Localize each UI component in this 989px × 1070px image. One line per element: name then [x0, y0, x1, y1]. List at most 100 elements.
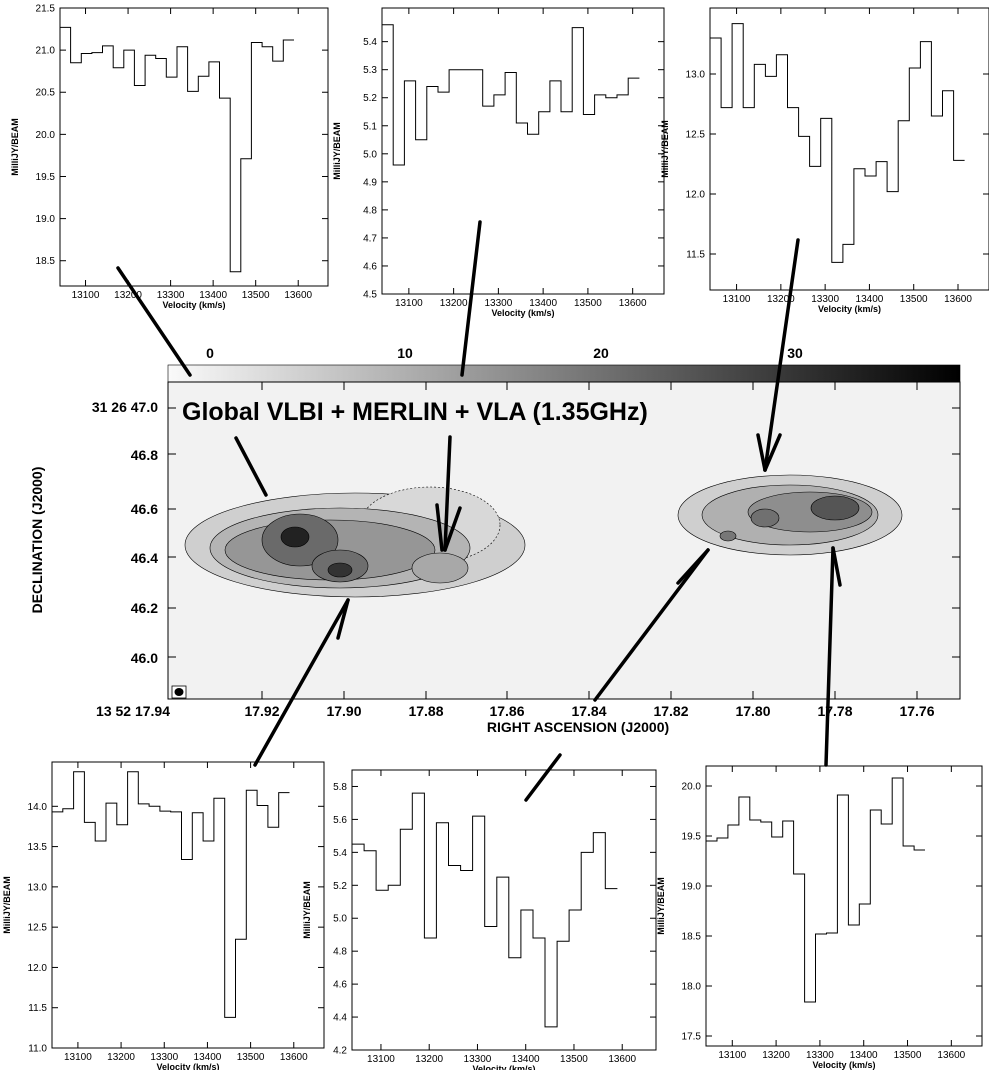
map-x-ticks: 13 52 17.94 17.92 17.90 17.88 17.86 17.8… [96, 382, 935, 719]
spectrum-xlabel: Velocity (km/s) [818, 304, 881, 314]
xtick-label: 13400 [856, 294, 884, 305]
spectrum-xlabel: Velocity (km/s) [812, 1060, 875, 1070]
xtick-label: 13500 [237, 1052, 265, 1063]
ytick-label: 5.2 [333, 881, 347, 892]
ytick-label: 5.0 [363, 149, 377, 160]
xtick-label: 13400 [199, 290, 227, 301]
spectrum-xlabel: Velocity (km/s) [472, 1064, 535, 1070]
pointer-line [336, 598, 350, 640]
pointer-line [593, 548, 710, 702]
xtick-label: 13100 [395, 298, 423, 309]
ytick-label: 19.5 [36, 172, 56, 183]
ytick-label: 11.5 [28, 1003, 47, 1014]
colorbar-tick: 10 [397, 345, 413, 361]
panel-frame [709, 7, 989, 291]
xtick-label: 13200 [767, 294, 795, 305]
xtick-label: 13500 [894, 1050, 922, 1061]
colorbar-tick: 0 [206, 345, 214, 361]
ytick-label: 5.1 [363, 121, 377, 132]
spectra-panels: 18.5 19.0 19.5 20.0 20.5 21.0 21.5 13100 13200 13… [2, 4, 989, 1070]
colorbar: 0 10 20 30 [167, 345, 961, 383]
ytick-label: 19.5 [682, 832, 702, 843]
ytick-label: 20.5 [36, 88, 56, 99]
map-xtick: 17.82 [653, 703, 688, 719]
spectrum-ylabel: MilliJY/BEAM [660, 120, 670, 178]
spectrum-panel-top-left: 18.5 19.0 19.5 20.0 20.5 21.0 21.5 13100 13200 13… [10, 4, 329, 310]
ytick-label: 13.0 [28, 882, 48, 893]
spectrum-panel-bottom-middle: 4.2 4.4 4.6 4.8 5.0 5.2 5.4 5.6 5.8 13100 13200 133… [302, 769, 657, 1070]
ytick-label: 4.8 [363, 205, 377, 216]
spectrum-line [60, 26, 294, 273]
ytick-label: 4.7 [363, 233, 377, 244]
ytick-label: 5.4 [363, 37, 377, 48]
xtick-label: 13600 [608, 1054, 636, 1065]
ytick-label: 20.0 [682, 782, 702, 793]
panel-frame [705, 765, 983, 1047]
colorbar-tick: 30 [787, 345, 803, 361]
ytick-label: 5.8 [333, 782, 347, 793]
spectrum-line [52, 771, 290, 1018]
xtick-label: 13400 [850, 1050, 878, 1061]
ytick-label: 13.0 [686, 70, 706, 81]
xtick-label: 13100 [72, 290, 100, 301]
xtick-label: 13200 [114, 290, 142, 301]
ytick-label: 5.3 [363, 65, 377, 76]
ytick-label: 4.9 [363, 177, 377, 188]
pointer-line [524, 753, 562, 802]
xtick-label: 13300 [811, 294, 839, 305]
xtick-label: 13600 [944, 294, 972, 305]
map-ytick: 46.8 [131, 447, 158, 463]
xtick-label: 13200 [762, 1050, 790, 1061]
pointer-line [824, 546, 835, 767]
pointer-line [756, 433, 767, 472]
panel-frame [381, 7, 665, 295]
ytick-label: 5.4 [333, 848, 347, 859]
ytick-label: 4.5 [363, 290, 377, 301]
spectrum-line [710, 23, 965, 263]
panel-frame [51, 761, 325, 1049]
ytick-label: 19.0 [36, 214, 56, 225]
colorbar-tick: 20 [593, 345, 609, 361]
map-ytick: 46.4 [131, 550, 158, 566]
ytick-label: 17.5 [682, 1032, 702, 1043]
map-xtick: 17.90 [326, 703, 361, 719]
map-ytick: 31 26 47.0 [92, 399, 158, 415]
spectrum-line [352, 792, 618, 1028]
map-xtick: 17.88 [408, 703, 443, 719]
map-ytick: 46.6 [131, 501, 158, 517]
spectrum-xlabel: Velocity (km/s) [491, 308, 554, 318]
xtick-label: 13600 [619, 298, 647, 309]
ytick-label: 11.0 [28, 1044, 47, 1055]
xtick-label: 13600 [937, 1050, 965, 1061]
xtick-label: 13100 [718, 1050, 746, 1061]
xtick-label: 13200 [440, 298, 468, 309]
spectrum-ylabel: MilliJY/BEAM [656, 877, 666, 935]
xtick-label: 13500 [900, 294, 928, 305]
map-ytick: 46.2 [131, 600, 158, 616]
ytick-label: 21.0 [36, 46, 56, 57]
pointer-line [435, 503, 444, 552]
xtick-label: 13600 [280, 1052, 308, 1063]
map-xtick: 13 52 17.94 [96, 703, 170, 719]
map-xlabel: RIGHT ASCENSION (J2000) [487, 719, 669, 735]
map-xtick: 17.92 [244, 703, 279, 719]
xtick-label: 13500 [574, 298, 602, 309]
spectrum-panel-top-middle: 4.5 4.6 4.7 4.8 4.9 5.0 5.1 5.2 5.3 5.4 13100 13200… [332, 7, 665, 318]
pointer-line [460, 220, 482, 377]
ytick-label: 18.5 [682, 932, 702, 943]
spectrum-panel-bottom-right: 17.5 18.0 18.5 19.0 19.5 20.0 13100 13200 13300 1… [656, 765, 983, 1070]
ytick-label: 12.5 [686, 130, 706, 141]
xtick-label: 13200 [415, 1054, 443, 1065]
ytick-label: 4.6 [333, 980, 347, 991]
xtick-label: 13600 [284, 290, 312, 301]
pointer-line [763, 238, 800, 472]
map-y-ticks: 31 26 47.0 46.8 46.6 46.4 46.2 46.0 [92, 399, 960, 666]
ytick-label: 11.5 [686, 250, 705, 261]
pointer-line [253, 598, 350, 767]
pointer-line [676, 548, 710, 585]
map-xtick: 17.84 [571, 703, 606, 719]
ytick-label: 12.0 [28, 963, 48, 974]
xtick-label: 13300 [484, 298, 512, 309]
xtick-label: 13400 [512, 1054, 540, 1065]
